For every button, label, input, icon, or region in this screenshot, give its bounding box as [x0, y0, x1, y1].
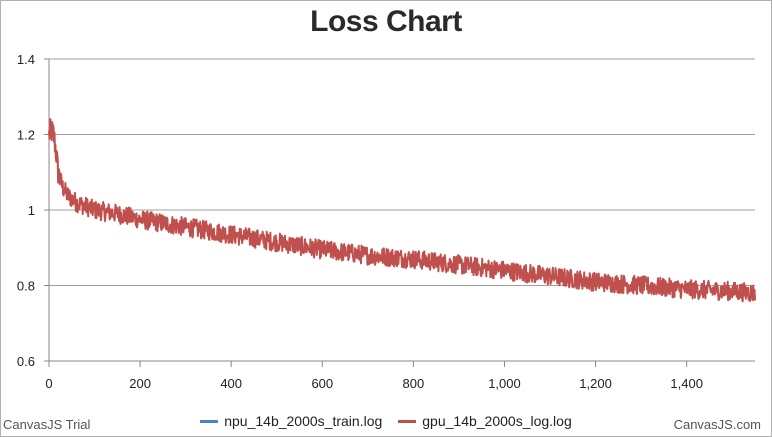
tick-label-y: 1.4: [17, 52, 35, 67]
tick-label-x: 1,200: [579, 376, 612, 391]
legend-swatch-gpu: [398, 419, 417, 423]
legend-item-gpu[interactable]: gpu_14b_2000s_log.log: [398, 413, 572, 429]
tick-label-x: 200: [129, 376, 151, 391]
legend: npu_14b_2000s_train.log gpu_14b_2000s_lo…: [1, 413, 771, 429]
series-line-1: [48, 118, 756, 303]
watermark-trial: CanvasJS Trial: [3, 417, 91, 432]
chart-title: Loss Chart: [310, 5, 462, 38]
tick-label-y: 0.6: [17, 354, 35, 369]
tick-label-x: 1,000: [488, 376, 521, 391]
tick-label-y: 0.8: [17, 279, 35, 294]
legend-label-gpu: gpu_14b_2000s_log.log: [422, 413, 572, 429]
tick-label-y: 1: [28, 203, 35, 218]
tick-label-x: 0: [45, 376, 52, 391]
legend-swatch-npu: [200, 419, 219, 423]
tick-label-x: 400: [220, 376, 242, 391]
tick-label-x: 800: [403, 376, 425, 391]
tick-label-x: 600: [311, 376, 333, 391]
legend-item-npu[interactable]: npu_14b_2000s_train.log: [200, 413, 382, 429]
legend-label-npu: npu_14b_2000s_train.log: [224, 413, 383, 429]
tick-label-y: 1.2: [17, 128, 35, 143]
watermark-link[interactable]: CanvasJS.com: [673, 417, 761, 432]
tick-label-x: 1,400: [670, 376, 703, 391]
